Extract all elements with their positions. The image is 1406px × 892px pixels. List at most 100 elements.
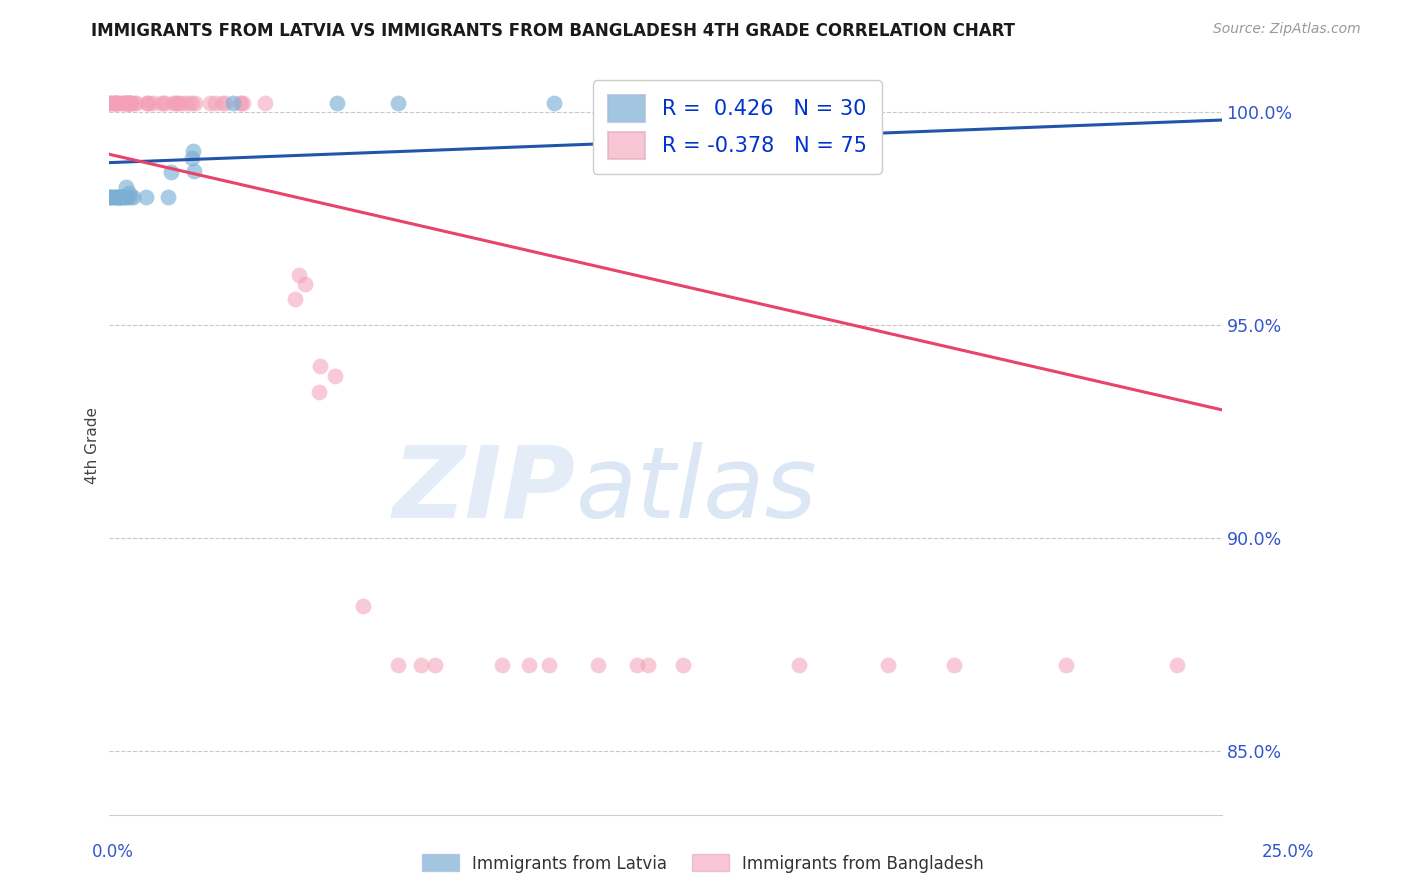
Point	[115, 180, 138, 194]
Point	[98, 95, 121, 110]
Point	[198, 95, 221, 110]
Point	[135, 190, 157, 204]
Point	[118, 95, 141, 110]
Point	[115, 95, 138, 110]
Y-axis label: 4th Grade: 4th Grade	[86, 408, 100, 484]
Point	[326, 95, 349, 110]
Point	[153, 95, 176, 110]
Point	[214, 95, 236, 110]
Point	[163, 95, 186, 110]
Point	[288, 268, 311, 283]
Point	[787, 95, 810, 110]
Point	[105, 95, 128, 110]
Point	[180, 152, 202, 166]
Point	[229, 95, 252, 110]
Point	[98, 190, 121, 204]
Point	[156, 190, 179, 204]
Point	[103, 95, 125, 110]
Point	[114, 190, 136, 204]
Point	[105, 95, 128, 110]
Point	[150, 95, 173, 110]
Point	[104, 190, 127, 204]
Point	[170, 95, 193, 110]
Point	[124, 95, 146, 110]
Point	[152, 95, 174, 110]
Point	[125, 95, 148, 110]
Point	[167, 95, 190, 110]
Point	[107, 190, 129, 204]
Point	[943, 658, 966, 673]
Point	[204, 95, 226, 110]
Point	[352, 599, 374, 613]
Point	[181, 95, 204, 110]
Point	[586, 658, 609, 673]
Point	[1054, 658, 1077, 673]
Point	[138, 95, 160, 110]
Text: IMMIGRANTS FROM LATVIA VS IMMIGRANTS FROM BANGLADESH 4TH GRADE CORRELATION CHART: IMMIGRANTS FROM LATVIA VS IMMIGRANTS FRO…	[91, 22, 1015, 40]
Text: Source: ZipAtlas.com: Source: ZipAtlas.com	[1213, 22, 1361, 37]
Point	[181, 145, 204, 159]
Point	[117, 95, 139, 110]
Point	[136, 95, 159, 110]
Text: ZIP: ZIP	[394, 442, 576, 539]
Point	[308, 359, 330, 373]
Point	[107, 95, 129, 110]
Point	[120, 190, 142, 204]
Point	[284, 292, 307, 306]
Point	[323, 369, 346, 384]
Point	[876, 658, 898, 673]
Point	[111, 95, 134, 110]
Point	[222, 95, 245, 110]
Point	[387, 95, 409, 110]
Point	[631, 95, 654, 110]
Point	[120, 95, 142, 110]
Point	[98, 190, 121, 204]
Point	[108, 190, 131, 204]
Point	[111, 95, 134, 110]
Point	[174, 95, 197, 110]
Point	[231, 95, 253, 110]
Point	[637, 658, 659, 673]
Point	[120, 95, 142, 110]
Legend: Immigrants from Latvia, Immigrants from Bangladesh: Immigrants from Latvia, Immigrants from …	[415, 847, 991, 880]
Point	[538, 658, 561, 673]
Point	[142, 95, 165, 110]
Point	[112, 95, 135, 110]
Point	[118, 186, 141, 200]
Point	[787, 658, 810, 673]
Point	[387, 658, 409, 673]
Point	[105, 95, 128, 110]
Point	[1166, 658, 1188, 673]
Point	[115, 95, 138, 110]
Text: atlas: atlas	[576, 442, 818, 539]
Point	[97, 95, 120, 110]
Point	[114, 95, 136, 110]
Point	[121, 95, 143, 110]
Point	[108, 190, 131, 204]
Point	[98, 95, 121, 110]
Point	[543, 95, 565, 110]
Point	[103, 95, 125, 110]
Point	[517, 658, 540, 673]
Point	[626, 658, 648, 673]
Point	[294, 277, 316, 292]
Point	[136, 95, 159, 110]
Point	[254, 95, 277, 110]
Point	[98, 95, 121, 110]
Point	[104, 95, 127, 110]
Text: 25.0%: 25.0%	[1263, 843, 1315, 861]
Point	[103, 190, 125, 204]
Point	[112, 190, 135, 204]
Point	[103, 95, 125, 110]
Point	[162, 95, 184, 110]
Point	[183, 95, 205, 110]
Point	[160, 165, 183, 179]
Text: 0.0%: 0.0%	[91, 843, 134, 861]
Point	[425, 658, 447, 673]
Point	[232, 95, 254, 110]
Legend: R =  0.426   N = 30, R = -0.378   N = 75: R = 0.426 N = 30, R = -0.378 N = 75	[593, 80, 882, 174]
Point	[308, 384, 330, 399]
Point	[491, 658, 513, 673]
Point	[110, 190, 132, 204]
Point	[179, 95, 201, 110]
